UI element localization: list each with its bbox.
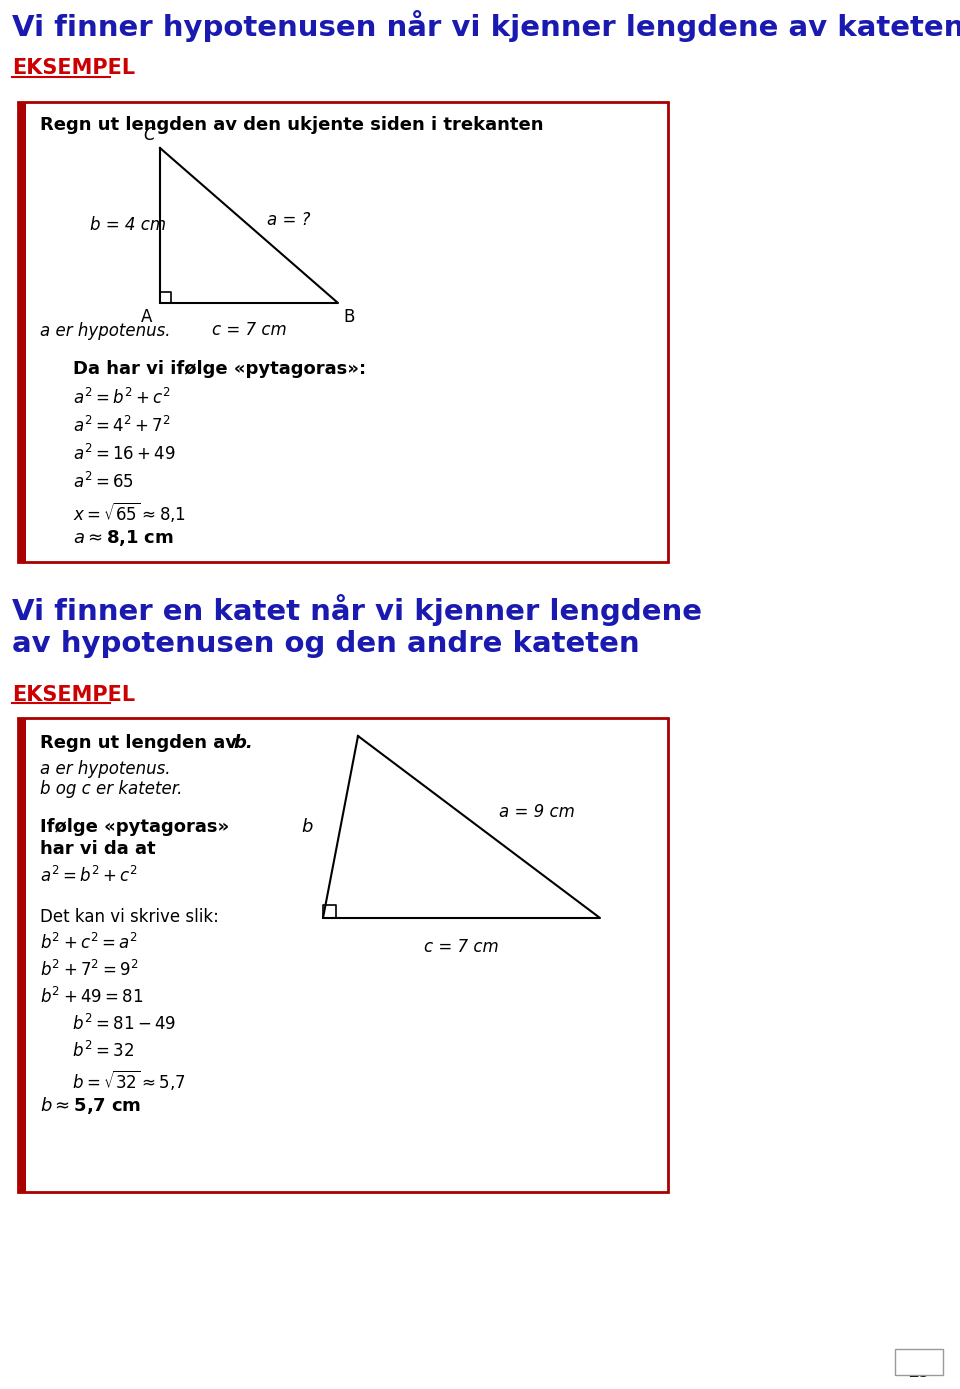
Text: b: b: [301, 818, 313, 836]
Text: a = ?: a = ?: [267, 211, 310, 229]
Text: b og c er kateter.: b og c er kateter.: [40, 781, 182, 799]
Bar: [18, 718, 26, 1192]
Text: Vi finner hypotenusen når vi kjenner lengdene av katetene: Vi finner hypotenusen når vi kjenner len…: [12, 10, 960, 42]
Text: $\quad\quad b^2 = 32$: $\quad\quad b^2 = 32$: [40, 1040, 134, 1061]
Text: EKSEMPEL: EKSEMPEL: [12, 58, 135, 78]
Text: $a^2 = 16 + 49$: $a^2 = 16 + 49$: [73, 444, 176, 464]
Text: A: A: [140, 308, 152, 326]
Bar: [18, 101, 26, 563]
Text: a = 9 cm: a = 9 cm: [499, 803, 575, 821]
Text: $b \approx \mathbf{5{,}7}\ \mathbf{cm}$: $b \approx \mathbf{5{,}7}\ \mathbf{cm}$: [40, 1095, 141, 1115]
Text: $x = \sqrt{65} \approx 8{,}1$: $x = \sqrt{65} \approx 8{,}1$: [73, 500, 186, 524]
Text: $b^2 + 7^2 = 9^2$: $b^2 + 7^2 = 9^2$: [40, 960, 138, 981]
Text: $b^2 + c^2 = a^2$: $b^2 + c^2 = a^2$: [40, 933, 138, 953]
Text: av hypotenusen og den andre kateten: av hypotenusen og den andre kateten: [12, 631, 639, 658]
Text: Ifølge «pytagoras»: Ifølge «pytagoras»: [40, 818, 229, 836]
Text: $a^2 = 4^2 + 7^2$: $a^2 = 4^2 + 7^2$: [73, 415, 170, 436]
Text: c = 7 cm: c = 7 cm: [211, 321, 286, 339]
Text: a er hypotenus.: a er hypotenus.: [40, 760, 171, 778]
Text: B: B: [343, 308, 354, 326]
Text: $a^2 = b^2 + c^2$: $a^2 = b^2 + c^2$: [73, 388, 171, 408]
Text: $a^2 = b^2 + c^2$: $a^2 = b^2 + c^2$: [40, 865, 138, 886]
Text: $\quad\quad b = \sqrt{32} \approx 5{,}7$: $\quad\quad b = \sqrt{32} \approx 5{,}7$: [40, 1068, 185, 1092]
Text: $\quad\quad b^2 = 81 - 49$: $\quad\quad b^2 = 81 - 49$: [40, 1014, 176, 1033]
Text: Regn ut lengden av: Regn ut lengden av: [40, 733, 243, 751]
Text: $a^2 = 65$: $a^2 = 65$: [73, 472, 134, 492]
Bar: [895, 1349, 943, 1375]
Text: $b^2 + 49 = 81$: $b^2 + 49 = 81$: [40, 988, 143, 1007]
Text: EKSEMPEL: EKSEMPEL: [12, 685, 135, 706]
Text: Da har vi ifølge «pytagoras»:: Da har vi ifølge «pytagoras»:: [73, 360, 366, 378]
Bar: [18, 718, 668, 1192]
Text: $a \approx \mathbf{8{,}1}\ \mathbf{cm}$: $a \approx \mathbf{8{,}1}\ \mathbf{cm}$: [73, 528, 174, 549]
Text: Regn ut lengden av den ukjente siden i trekanten: Regn ut lengden av den ukjente siden i t…: [40, 117, 543, 133]
Text: Vi finner en katet når vi kjenner lengdene: Vi finner en katet når vi kjenner lengde…: [12, 594, 702, 626]
Bar: [18, 101, 668, 563]
Text: c = 7 cm: c = 7 cm: [423, 938, 498, 956]
Text: b = 4 cm: b = 4 cm: [90, 217, 166, 233]
Text: C: C: [143, 126, 155, 144]
Text: b.: b.: [233, 733, 252, 751]
Text: 19: 19: [907, 1363, 930, 1381]
Text: har vi da at: har vi da at: [40, 840, 156, 858]
Text: Det kan vi skrive slik:: Det kan vi skrive slik:: [40, 908, 219, 926]
Text: a er hypotenus.: a er hypotenus.: [40, 322, 171, 340]
